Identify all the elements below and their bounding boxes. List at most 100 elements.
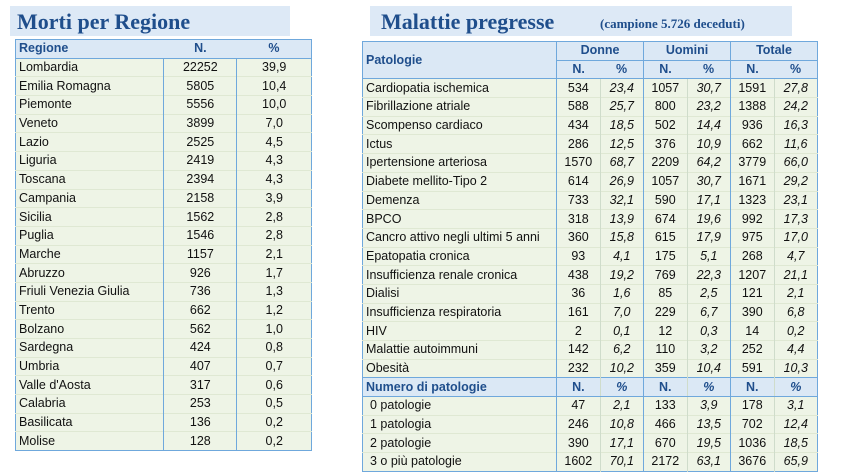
uomini-percent: 17,9	[686, 227, 731, 248]
left-title-bar	[10, 6, 290, 36]
diseases-group-header-row: Patologie Donne Uomini Totale	[362, 41, 818, 80]
uomini-percent: 3,9	[686, 396, 731, 416]
region-percent: 4,3	[236, 169, 312, 189]
count-row: 3 o più patologie 1602 70,1 2172 63,1 3676 65,…	[362, 452, 818, 472]
region-row: Molise 128 0,2	[15, 431, 312, 451]
region-name: Piemonte	[15, 95, 164, 115]
uomini-percent: 2,5	[686, 283, 731, 304]
totale-n: 1591	[730, 78, 774, 98]
disease-row: Obesità 232 10,2 359 10,4 591 10,3	[362, 358, 818, 378]
donne-percent: 13,9	[599, 209, 644, 229]
sub-n: N.	[730, 377, 774, 398]
totale-n: 3676	[730, 452, 774, 472]
uomini-percent: 19,6	[686, 209, 731, 229]
region-name: Trento	[15, 300, 164, 320]
uomini-n: 175	[643, 246, 688, 266]
region-name: Puglia	[15, 225, 164, 246]
region-count: 2158	[163, 188, 237, 208]
donne-n: 733	[556, 190, 601, 210]
totale-percent: 2,1	[773, 283, 818, 304]
region-percent: 0,6	[236, 375, 312, 395]
uomini-n: 2172	[643, 452, 688, 472]
uomini-n: 376	[643, 134, 688, 154]
sub-n: N.	[556, 60, 601, 80]
disease-label: Demenza	[362, 190, 557, 210]
disease-row: Ictus 286 12,5 376 10,9 662 11,6	[362, 134, 818, 154]
donne-percent: 25,7	[599, 97, 644, 117]
donne-n: 318	[556, 209, 601, 229]
region-count: 2419	[163, 151, 237, 171]
region-row: Liguria 2419 4,3	[15, 151, 312, 171]
disease-label: HIV	[362, 321, 557, 341]
right-title: Malattie pregresse	[381, 9, 555, 34]
region-name: Abruzzo	[15, 263, 164, 283]
uomini-percent: 30,7	[686, 78, 731, 98]
donne-n: 47	[556, 396, 601, 416]
disease-label: Diabete mellito-Tipo 2	[362, 171, 557, 191]
region-percent: 0,5	[236, 394, 312, 414]
totale-percent: 4,4	[773, 340, 818, 360]
totale-n: 390	[730, 302, 774, 322]
region-row: Marche 1157 2,1	[15, 244, 312, 264]
sub-percent: %	[687, 60, 731, 80]
uomini-percent: 5,1	[686, 246, 731, 266]
uomini-n: 466	[643, 414, 688, 434]
uomini-n: 502	[643, 115, 688, 135]
donne-n: 142	[556, 340, 601, 360]
uomini-n: 800	[643, 97, 688, 117]
donne-percent: 2,1	[599, 396, 644, 416]
sub-n: N.	[730, 60, 774, 80]
totale-percent: 65,9	[773, 452, 818, 472]
region-name: Molise	[15, 431, 164, 451]
uomini-n: 1057	[643, 171, 688, 191]
sub-percent: %	[600, 60, 644, 80]
disease-label: Insufficienza renale cronica	[362, 265, 557, 285]
region-count: 3899	[163, 113, 237, 133]
disease-label: 3 o più patologie	[362, 452, 557, 472]
uomini-n: 769	[643, 265, 688, 285]
totale-n: 1388	[730, 97, 774, 117]
right-title-bar	[370, 6, 792, 36]
sub-percent: %	[774, 60, 818, 80]
disease-label: Ictus	[362, 134, 557, 154]
donne-n: 438	[556, 265, 601, 285]
disease-row: Ipertensione arteriosa 1570 68,7 2209 64,2 37…	[362, 153, 818, 173]
uomini-n: 110	[643, 340, 688, 360]
region-row: Trento 662 1,2	[15, 300, 312, 320]
donne-n: 2	[556, 321, 601, 341]
region-row: Emilia Romagna 5805 10,4	[15, 76, 312, 96]
region-count: 1546	[163, 225, 237, 246]
disease-label: Fibrillazione atriale	[362, 97, 557, 117]
donne-n: 534	[556, 78, 601, 98]
totale-n: 1207	[730, 265, 774, 285]
totale-n: 121	[730, 283, 774, 304]
uomini-n: 133	[643, 396, 688, 416]
donne-percent: 70,1	[599, 452, 644, 472]
donne-n: 434	[556, 115, 601, 135]
count-row: 0 patologie 47 2,1 133 3,9 178 3,1	[362, 396, 818, 416]
disease-row: Dialisi 36 1,6 85 2,5 121 2,1	[362, 283, 818, 304]
region-percent: 10,4	[236, 76, 312, 96]
region-row: Toscana 2394 4,3	[15, 169, 312, 189]
donne-n: 360	[556, 227, 601, 248]
uomini-n: 615	[643, 227, 688, 248]
disease-row: Epatopatia cronica 93 4,1 175 5,1 268 4,7	[362, 246, 818, 266]
region-name: Sicilia	[15, 207, 164, 227]
donne-percent: 10,2	[599, 358, 644, 378]
totale-n: 268	[730, 246, 774, 266]
donne-percent: 10,8	[599, 414, 644, 434]
disease-label: BPCO	[362, 209, 557, 229]
region-row: Puglia 1546 2,8	[15, 225, 312, 246]
uomini-percent: 10,9	[686, 134, 731, 154]
uomini-percent: 17,1	[686, 190, 731, 210]
totale-percent: 27,8	[773, 78, 818, 98]
region-name: Basilicata	[15, 412, 164, 432]
region-name: Emilia Romagna	[15, 76, 164, 96]
region-count: 2525	[163, 132, 237, 152]
region-percent: 2,8	[236, 207, 312, 227]
uomini-percent: 22,3	[686, 265, 731, 285]
totale-percent: 66,0	[773, 153, 818, 173]
uomini-percent: 3,2	[686, 340, 731, 360]
totale-percent: 29,2	[773, 171, 818, 191]
uomini-n: 1057	[643, 78, 688, 98]
